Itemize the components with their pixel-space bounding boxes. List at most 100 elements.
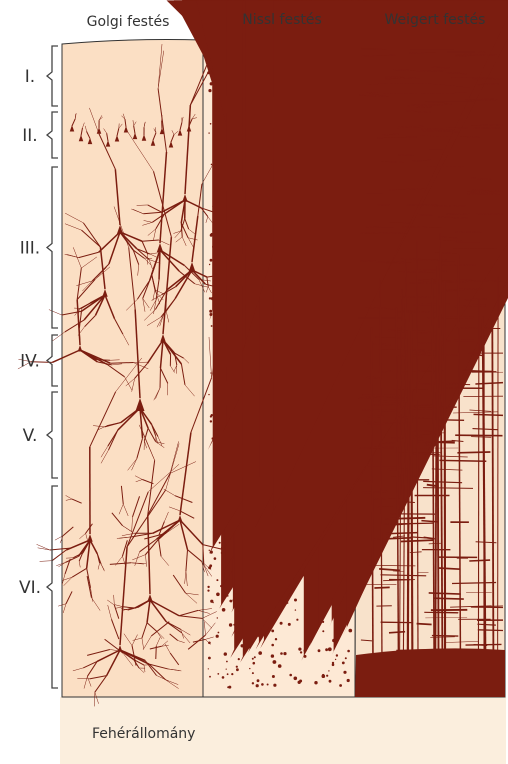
dendrite xyxy=(82,280,93,292)
dendrite xyxy=(37,547,50,551)
fiber xyxy=(398,354,432,357)
dendrite xyxy=(179,432,192,516)
cell-dot xyxy=(223,652,227,656)
dendrite xyxy=(81,229,101,248)
dendrite xyxy=(76,278,96,300)
dendrite xyxy=(51,331,65,342)
fiber xyxy=(385,262,412,264)
dendrite xyxy=(141,429,155,461)
dendrite xyxy=(143,220,153,223)
fiber xyxy=(391,475,419,477)
dendrite xyxy=(177,640,185,643)
dendrite xyxy=(131,562,144,565)
dendrite xyxy=(89,539,99,555)
dendrite xyxy=(155,441,165,448)
dendrite xyxy=(113,594,115,606)
dendrite xyxy=(96,649,121,663)
fiber xyxy=(371,343,391,346)
cell-dot xyxy=(253,656,256,659)
cell-dot xyxy=(321,674,326,678)
fiber xyxy=(361,490,388,494)
cell-dot xyxy=(210,414,213,417)
fiber xyxy=(375,161,404,163)
cell-dot xyxy=(208,393,210,396)
dendrite xyxy=(119,536,132,539)
dendrite xyxy=(191,269,206,285)
dendrite xyxy=(114,318,124,335)
fiber xyxy=(358,396,383,399)
dense-fibers xyxy=(355,648,505,697)
dendrite xyxy=(203,564,213,577)
dendrite xyxy=(178,609,199,617)
bracket xyxy=(45,166,58,329)
neuron-body xyxy=(116,225,124,235)
fiber xyxy=(421,127,469,130)
dendrite xyxy=(134,363,148,379)
dendrite xyxy=(205,216,209,223)
fiber xyxy=(388,188,426,191)
dendrite xyxy=(170,134,175,143)
dendrite xyxy=(187,549,202,562)
dendrite xyxy=(153,128,157,133)
dendrite xyxy=(71,567,87,578)
cell-dot xyxy=(228,623,233,627)
radial-fiber xyxy=(416,240,419,691)
dendrite xyxy=(114,604,124,607)
dendrite xyxy=(184,571,187,584)
dendrite xyxy=(144,532,167,540)
dendrite xyxy=(161,640,169,647)
radial-fiber xyxy=(406,324,411,691)
dendrite xyxy=(98,133,116,170)
dendrite xyxy=(165,679,179,689)
dendrite xyxy=(161,199,186,213)
dendrite xyxy=(83,294,106,321)
dendrite xyxy=(121,533,135,536)
dendrite xyxy=(145,554,147,567)
fiber xyxy=(371,498,401,500)
dendrite xyxy=(185,571,188,587)
dendrite xyxy=(72,667,84,672)
dendrite xyxy=(161,286,176,296)
cell-dot xyxy=(325,648,328,652)
dendrite xyxy=(124,118,127,128)
fiber xyxy=(471,436,492,438)
dendrite xyxy=(197,183,203,217)
fiber xyxy=(365,307,397,310)
dendrite xyxy=(147,460,156,516)
dendrite xyxy=(190,377,213,433)
cell-dot xyxy=(218,541,221,544)
cell-dot xyxy=(299,679,303,683)
dendrite xyxy=(105,649,121,677)
fiber xyxy=(376,136,418,139)
fiber xyxy=(381,442,398,445)
dendrite xyxy=(158,519,181,540)
dendrite xyxy=(62,526,74,537)
dendrite xyxy=(144,660,157,676)
fiber xyxy=(411,159,432,162)
dendrite xyxy=(109,562,132,565)
dendrite xyxy=(142,280,151,299)
dendrite xyxy=(137,264,140,276)
cell-dot xyxy=(251,672,254,675)
radial-fiber xyxy=(457,254,462,691)
neuron-body xyxy=(168,141,174,148)
dendrite xyxy=(136,248,151,255)
cell-dot xyxy=(317,649,321,653)
dendrite xyxy=(79,349,98,361)
dendrite xyxy=(205,622,216,636)
dendrite xyxy=(85,523,93,534)
fiber xyxy=(421,353,458,356)
dendrite xyxy=(148,259,153,270)
cell-dot xyxy=(249,667,251,670)
dendrite xyxy=(175,269,193,288)
dendrite xyxy=(51,349,81,364)
dendrite xyxy=(94,294,106,316)
cell-dot xyxy=(270,654,275,658)
white-matter-label: Fehérállomány xyxy=(92,726,195,742)
dendrite xyxy=(137,599,151,608)
dendrite xyxy=(141,622,148,639)
dendrite xyxy=(180,199,186,224)
dendrite xyxy=(201,561,205,573)
dendrite xyxy=(126,491,149,548)
dendrite xyxy=(136,438,143,459)
